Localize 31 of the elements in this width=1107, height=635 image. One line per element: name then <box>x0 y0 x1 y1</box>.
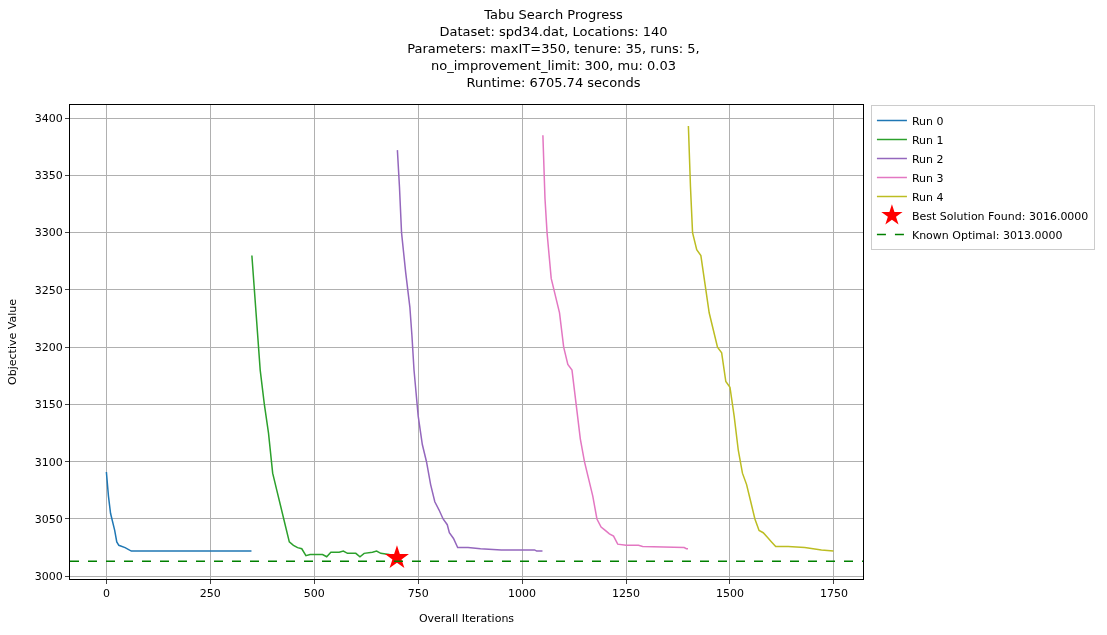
line-series <box>105 471 253 552</box>
x-tick-label: 250 <box>199 587 221 601</box>
x-tick-label: 1500 <box>715 587 744 601</box>
y-tick-label: 3200 <box>34 341 63 354</box>
legend-label: Run 1 <box>911 133 944 147</box>
legend-label: Known Optimal: 3013.0000 <box>911 228 1063 242</box>
line-series <box>687 125 835 552</box>
legend-label: Run 2 <box>911 152 944 166</box>
legend-label: Run 4 <box>911 190 944 204</box>
y-tick-label: 3350 <box>34 169 63 183</box>
x-tick-label: 750 <box>407 587 429 601</box>
y-tick-label: 3100 <box>34 455 63 469</box>
y-tick-label: 3400 <box>34 111 63 125</box>
y-tick-label: 3300 <box>34 226 63 240</box>
line-series <box>396 149 544 552</box>
legend-label: Run 0 <box>911 114 944 128</box>
line-series <box>542 134 689 550</box>
y-tick-label: 3000 <box>34 570 63 584</box>
y-tick-label: 3050 <box>34 512 63 526</box>
chart-title: Tabu Search Progress Dataset: spd34.dat, Locations: 140 Parameters: maxIT=350, tenure: 35, runs: 5, no_improvement_limit: 300, mu: 0.03 Runtime: 6705.74 seconds <box>407 7 700 90</box>
x-tick-label: 1250 <box>612 587 641 601</box>
legend-label: Best Solution Found: 3016.0000 <box>911 209 1089 223</box>
legend-label: Run 3 <box>911 171 944 185</box>
y-tick-label: 3150 <box>34 398 63 412</box>
x-tick-label: 1750 <box>819 587 848 601</box>
y-axis-title: Objective Value <box>6 298 20 385</box>
y-tick-label: 3250 <box>34 283 63 297</box>
x-tick-label: 1000 <box>508 587 537 601</box>
x-axis-title: Overall Iterations <box>418 612 515 626</box>
x-tick-label: 0 <box>102 587 110 601</box>
x-tick-label: 500 <box>303 587 325 601</box>
